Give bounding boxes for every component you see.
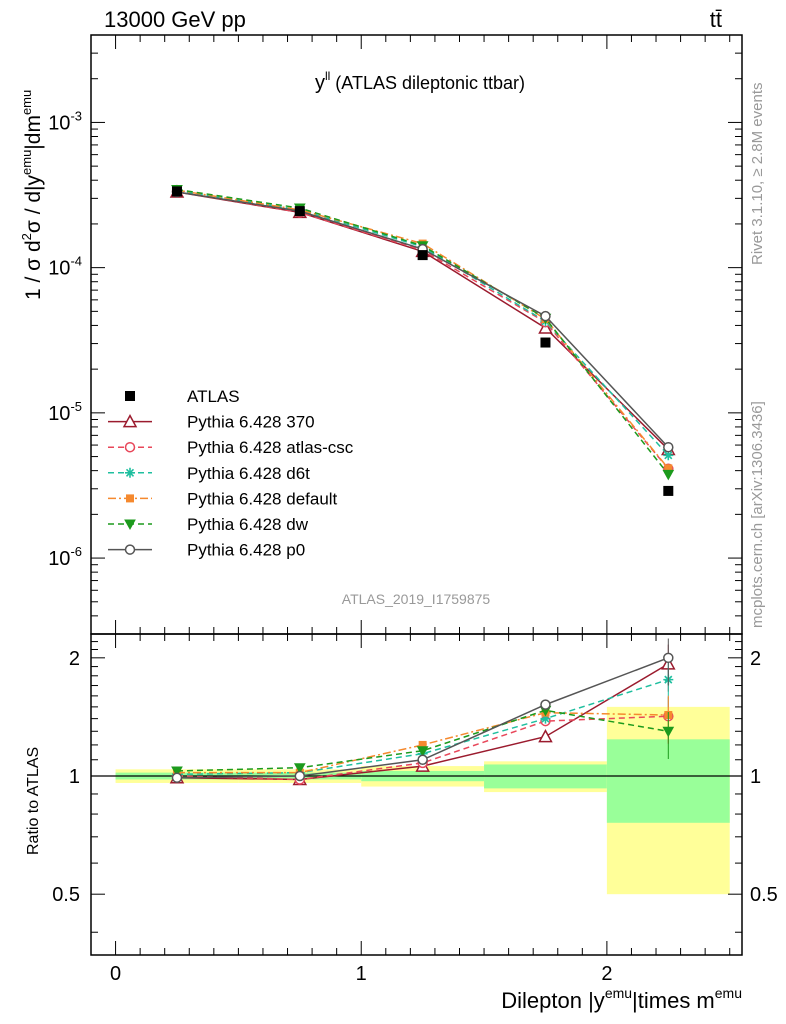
legend-entry: Pythia 6.428 atlas-csc bbox=[108, 438, 354, 457]
y-tick-label: 10-5 bbox=[48, 399, 82, 425]
legend-label: Pythia 6.428 default bbox=[187, 489, 338, 508]
series-point-main bbox=[663, 450, 674, 461]
x-axis-label: Dilepton |yemu|times memu bbox=[501, 985, 742, 1013]
series-5 bbox=[171, 186, 674, 783]
plot-title: yll (ATLAS dileptonic ttbar) bbox=[315, 69, 525, 94]
legend-entry: Pythia 6.428 default bbox=[108, 489, 338, 508]
legend-label: Pythia 6.428 d6t bbox=[187, 464, 310, 483]
legend-marker bbox=[124, 544, 136, 555]
legend-marker bbox=[124, 441, 136, 453]
analysis-watermark: ATLAS_2019_I1759875 bbox=[342, 591, 491, 607]
ratio-tick-label-left: 2 bbox=[69, 648, 80, 670]
ratio-frame bbox=[90, 633, 743, 956]
series-point-ratio bbox=[416, 746, 429, 757]
legend-entry: Pythia 6.428 p0 bbox=[108, 541, 305, 560]
series-point-ratio bbox=[663, 652, 674, 664]
legend-label: Pythia 6.428 370 bbox=[187, 413, 315, 432]
axis-ticks: 0 1 2 10-6 10-5 10-4 10-3 0.5 0.5 1 1 2 2 bbox=[48, 34, 778, 985]
legend-marker-atlas bbox=[125, 391, 135, 401]
series-line-ratio bbox=[176, 715, 669, 781]
series-point-main bbox=[663, 441, 674, 453]
series-line-main bbox=[176, 188, 669, 475]
legend-entry: Pythia 6.428 dw bbox=[108, 515, 309, 534]
series-point-ratio bbox=[538, 729, 553, 743]
legend-entry-atlas: ATLAS bbox=[125, 387, 240, 406]
ratio-tick-label-right: 2 bbox=[750, 648, 761, 670]
title-y: y bbox=[315, 72, 325, 94]
series-point-ratio bbox=[540, 699, 551, 710]
series-1 bbox=[171, 186, 674, 785]
legend-label: Pythia 6.428 dw bbox=[187, 515, 309, 534]
series-point-ratio bbox=[662, 726, 675, 738]
series-point-ratio bbox=[294, 770, 306, 782]
series-point-main bbox=[664, 464, 673, 473]
series-point-ratio bbox=[293, 763, 306, 774]
header-process: tt̄ bbox=[710, 7, 722, 32]
title-rest: (ATLAS dileptonic ttbar) bbox=[330, 73, 525, 93]
atlas-data bbox=[171, 186, 674, 496]
atlas-data-point bbox=[294, 206, 305, 217]
legend-label-atlas: ATLAS bbox=[187, 387, 240, 406]
series-point-ratio bbox=[417, 754, 428, 766]
x-tick-label: 2 bbox=[601, 963, 612, 985]
series-point-ratio bbox=[418, 740, 427, 749]
series-point-main bbox=[662, 469, 675, 481]
y-tick-label: 10-4 bbox=[48, 254, 82, 280]
x-tick-label: 1 bbox=[356, 963, 367, 985]
legend-marker bbox=[126, 494, 134, 503]
atlas-data-point bbox=[540, 337, 551, 348]
atlas-data-point bbox=[417, 250, 428, 261]
ratio-tick-label-left: 0.5 bbox=[52, 884, 80, 906]
data-series bbox=[169, 184, 676, 786]
series-line-ratio bbox=[176, 709, 669, 772]
legend-marker bbox=[124, 519, 136, 531]
rivet-label: Rivet 3.1.10, ≥ 2.8M events bbox=[749, 83, 766, 266]
y-tick-label: 10-3 bbox=[48, 108, 82, 134]
ratio-tick-label-right: 1 bbox=[750, 766, 761, 788]
ratio-tick-label-left: 1 bbox=[69, 766, 80, 788]
plot-frames bbox=[90, 34, 743, 956]
legend-marker bbox=[122, 414, 138, 428]
y-axis-label: 1 / σ d2σ / d|yemu|dmemu bbox=[19, 90, 45, 300]
ratio-bands bbox=[91, 706, 742, 895]
atlas-data-point bbox=[171, 186, 182, 197]
y-tick-label: 10-6 bbox=[48, 544, 82, 570]
mcplots-label: mcplots.cern.ch [arXiv:1306.3436] bbox=[749, 401, 766, 628]
legend-entry: Pythia 6.428 d6t bbox=[108, 464, 310, 483]
legend-label: Pythia 6.428 atlas-csc bbox=[187, 438, 354, 457]
y-axis-label-text: 1 / σ d2σ / d|yemu|dmemu bbox=[19, 90, 45, 300]
ratio-y-label: Ratio to ATLAS bbox=[25, 747, 42, 855]
atlas-data-point bbox=[663, 485, 674, 496]
series-0 bbox=[169, 184, 676, 786]
legend-label: Pythia 6.428 p0 bbox=[187, 541, 305, 560]
series-line-main bbox=[176, 191, 669, 450]
header-energy: 13000 GeV pp bbox=[104, 7, 246, 32]
series-point-ratio bbox=[171, 766, 183, 777]
x-tick-label: 0 bbox=[110, 963, 121, 985]
series-line-ratio bbox=[176, 711, 669, 774]
series-point-main bbox=[540, 310, 551, 322]
ratio-tick-label-right: 0.5 bbox=[750, 884, 778, 906]
series-point-ratio bbox=[540, 713, 551, 724]
title-sup: ll bbox=[325, 69, 330, 83]
legend: ATLAS Pythia 6.428 370 Pythia 6.428 atlas-… bbox=[108, 387, 354, 560]
series-point-ratio bbox=[171, 772, 183, 783]
legend-marker bbox=[125, 467, 135, 478]
series-line-main bbox=[176, 191, 669, 448]
legend-entry: Pythia 6.428 370 bbox=[108, 413, 315, 432]
